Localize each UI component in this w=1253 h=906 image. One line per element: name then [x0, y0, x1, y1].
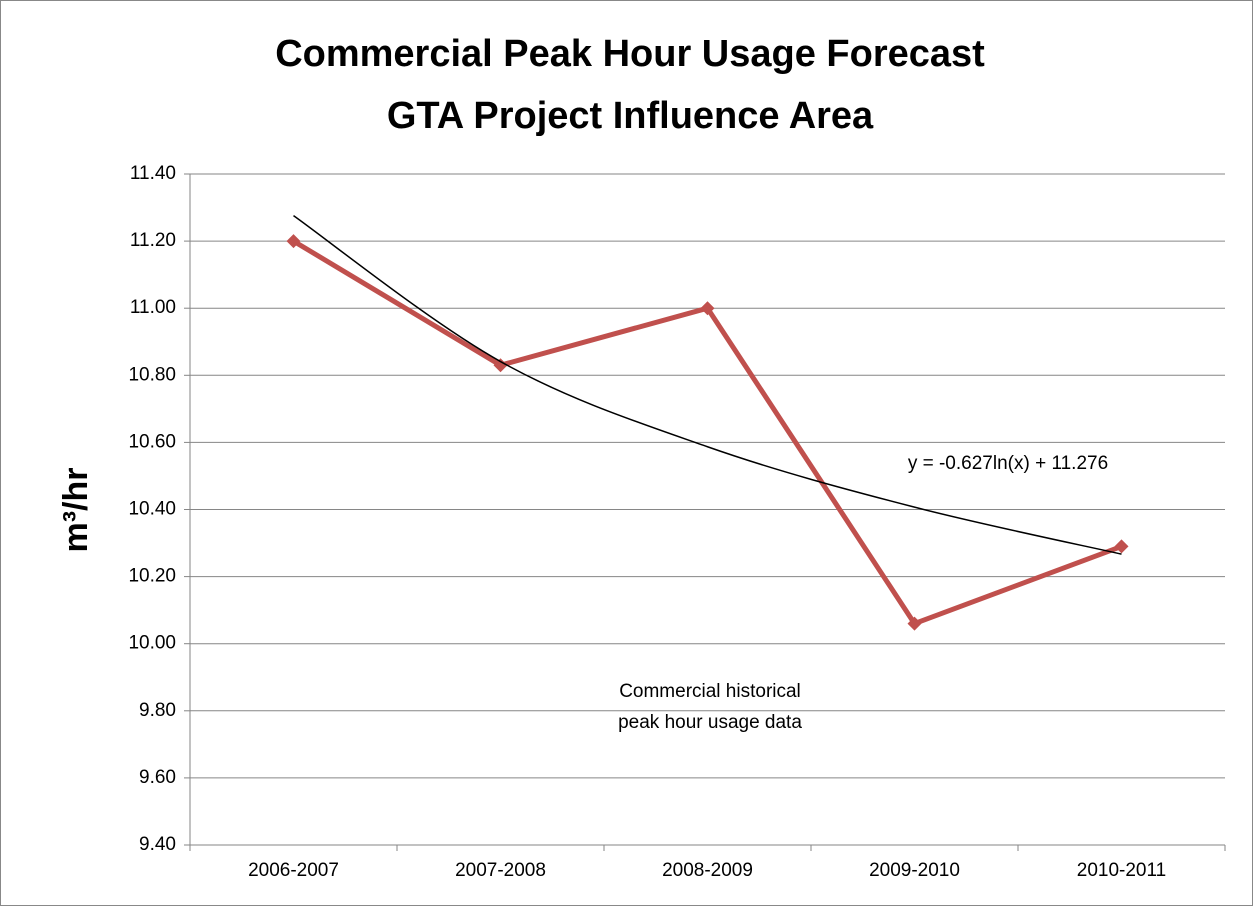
y-tick-label: 9.80: [139, 700, 176, 721]
data-point: [700, 301, 715, 316]
trendline-equation: y = -0.627ln(x) + 11.276: [908, 453, 1108, 474]
y-tick-label: 10.20: [128, 566, 176, 587]
y-tick-label: 11.00: [130, 297, 176, 318]
y-tick-label: 9.60: [139, 767, 176, 788]
y-tick-label: 10.40: [128, 499, 176, 520]
data-point: [1114, 539, 1129, 554]
chart-title: Commercial Peak Hour Usage Forecast: [275, 33, 985, 75]
x-tick-label: 2007-2008: [455, 860, 546, 881]
data-point: [493, 358, 508, 373]
x-tick-label: 2010-2011: [1077, 860, 1166, 881]
y-tick-label: 10.60: [128, 431, 176, 452]
y-tick-label: 11.20: [130, 230, 176, 251]
x-tick-label: 2008-2009: [662, 860, 753, 881]
x-tick-label: 2009-2010: [869, 860, 960, 881]
series-label: Commercial historical peak hour usage da…: [618, 681, 802, 733]
y-tick-label: 10.80: [128, 364, 176, 385]
x-tick-label: 2006-2007: [248, 860, 339, 881]
data-point: [907, 616, 922, 631]
y-tick-label: 9.40: [139, 834, 176, 855]
y-tick-label: 10.00: [128, 633, 176, 654]
trendline: [293, 214, 1122, 555]
y-tick-label: 11.40: [130, 163, 176, 184]
y-axis-label: m³/hr: [57, 468, 95, 553]
data-point: [286, 234, 301, 249]
chart-subtitle: GTA Project Influence Area: [387, 95, 874, 137]
